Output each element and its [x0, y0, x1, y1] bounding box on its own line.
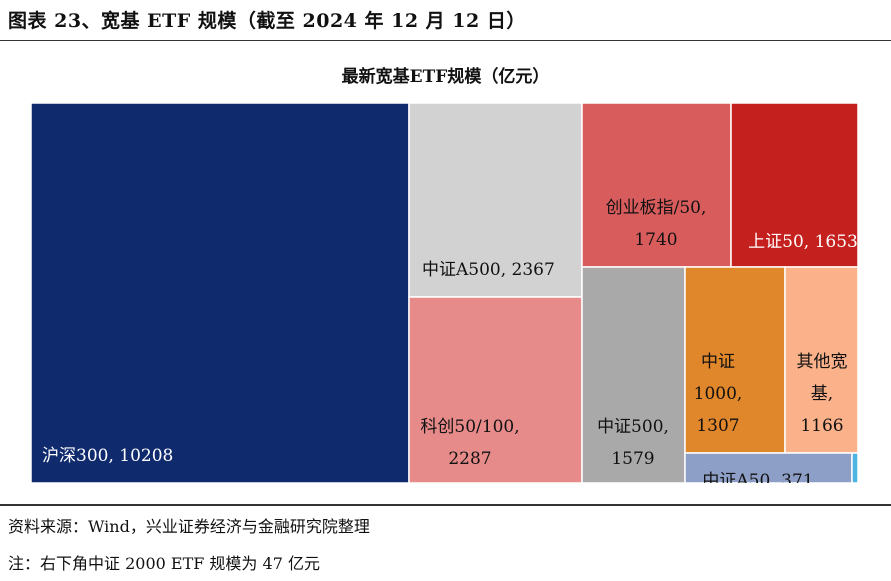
treemap-tile-item-7	[784, 266, 859, 454]
treemap-tile-50	[730, 102, 859, 268]
treemap-tile-a50	[684, 452, 853, 484]
treemap-label-a500: 中证A500, 2367	[422, 260, 555, 280]
treemap-label-50-100: 科创50/100, 2287	[420, 417, 519, 469]
treemap-tile-500	[581, 266, 686, 484]
treemap-tile-1000	[684, 266, 786, 454]
treemap-tile-300	[30, 102, 410, 484]
figure-title: 图表 23、宽基 ETF 规模（截至 2024 年 12 月 12 日）	[8, 10, 526, 32]
treemap-label-item-7: 其他宽基, 1166	[797, 352, 848, 436]
treemap-tile-2000	[851, 452, 859, 484]
treemap-label-50: 上证50, 1653	[748, 232, 858, 252]
treemap-tile-a500	[408, 102, 583, 298]
note-text: 注：右下角中证 2000 ETF 规模为 47 亿元	[8, 554, 320, 573]
chart-title: 最新宽基ETF规模（亿元）	[341, 67, 550, 87]
title-divider	[0, 40, 891, 41]
treemap-tile-50	[581, 102, 732, 268]
treemap-label-a50: 中证A50, 371	[702, 471, 813, 491]
treemap-label-500: 中证500, 1579	[597, 417, 669, 469]
treemap-label-1000: 中证 1000, 1307	[694, 352, 743, 436]
source-text: 资料来源：Wind，兴业证券经济与金融研究院整理	[8, 517, 370, 536]
treemap-label-50: 创业板指/50, 1740	[606, 198, 707, 250]
treemap-tile-50-100	[408, 296, 583, 484]
treemap-label-300: 沪深300, 10208	[42, 446, 173, 466]
footer-divider	[0, 504, 891, 506]
